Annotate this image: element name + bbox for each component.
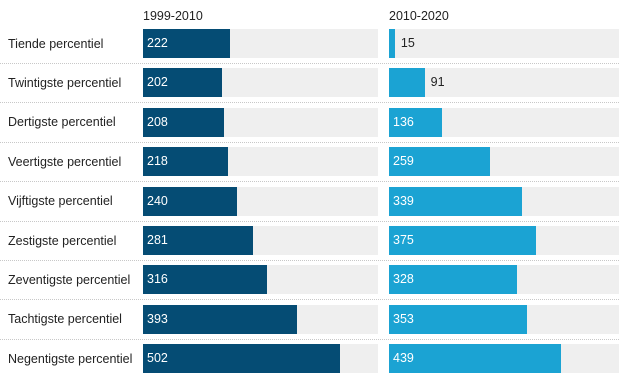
bar xyxy=(143,304,297,334)
row-label: Zestigste percentiel xyxy=(8,233,117,248)
row-label: Tiende percentiel xyxy=(8,36,104,51)
row-separator xyxy=(0,220,619,222)
panel-header-1999-2010: 1999-2010 xyxy=(143,9,203,23)
bar-track: 259 xyxy=(389,147,619,177)
row-label: Tachtigste percentiel xyxy=(8,312,122,327)
row-separator xyxy=(0,299,619,301)
bar xyxy=(143,29,230,58)
bar-track: 136 xyxy=(389,107,619,137)
data-label: 136 xyxy=(393,114,414,129)
row-label: Negentigste percentiel xyxy=(8,351,133,366)
bar xyxy=(143,186,237,216)
data-label: 316 xyxy=(147,272,168,287)
row-label: Twintigste percentiel xyxy=(8,75,122,90)
bar-track: 328 xyxy=(389,265,619,295)
data-label: 202 xyxy=(147,75,168,90)
bar xyxy=(389,186,522,216)
bar-track: 353 xyxy=(389,304,619,334)
bar-track: 91 xyxy=(389,68,619,98)
bar-track: 202 xyxy=(143,68,378,98)
bar xyxy=(389,226,536,255)
bar-track: 339 xyxy=(389,186,619,216)
bar xyxy=(389,304,528,334)
data-label: 375 xyxy=(393,233,414,247)
bar-track: 240 xyxy=(143,186,378,216)
data-label: 328 xyxy=(393,272,414,287)
data-label: 240 xyxy=(147,193,168,208)
row-label: Dertigste percentiel xyxy=(8,115,116,130)
bar-track: 502 xyxy=(143,344,378,373)
bar xyxy=(143,68,223,98)
panel-header-2010-2020: 2010-2020 xyxy=(389,9,449,23)
bar xyxy=(143,147,229,177)
data-label: 15 xyxy=(400,36,415,50)
bar xyxy=(389,344,561,373)
data-label: 91 xyxy=(430,75,445,90)
bar xyxy=(389,265,518,295)
row-separator xyxy=(0,338,619,340)
row-separator xyxy=(0,260,619,261)
bar-track: 15 xyxy=(389,29,619,58)
bar xyxy=(389,68,425,98)
bar xyxy=(389,29,395,58)
data-label: 502 xyxy=(147,351,168,366)
bar-track: 281 xyxy=(143,226,378,255)
data-label: 222 xyxy=(147,36,168,50)
data-label: 218 xyxy=(147,154,168,169)
row-label: Veertigste percentiel xyxy=(8,154,122,169)
bar xyxy=(389,107,443,137)
bar xyxy=(389,147,491,177)
row-separator xyxy=(0,181,619,183)
row-label: Zeventigste percentiel xyxy=(8,272,131,287)
bar-track: 218 xyxy=(143,147,378,177)
row-separator xyxy=(0,141,619,143)
row-separator xyxy=(0,63,619,64)
data-label: 353 xyxy=(393,311,414,326)
bar-track: 208 xyxy=(143,107,378,137)
bar xyxy=(143,344,340,373)
bar-track: 316 xyxy=(143,265,378,295)
data-label: 439 xyxy=(393,351,414,366)
data-label: 281 xyxy=(147,233,168,247)
data-label: 259 xyxy=(393,154,414,169)
bar xyxy=(143,265,267,295)
data-label: 339 xyxy=(393,193,414,208)
bar-track: 222 xyxy=(143,29,378,58)
bar-track: 393 xyxy=(143,304,378,334)
bar xyxy=(143,107,225,137)
row-separator xyxy=(0,102,619,104)
data-label: 393 xyxy=(147,311,168,326)
bar-track: 439 xyxy=(389,344,619,373)
bar xyxy=(143,226,254,255)
bar-track: 375 xyxy=(389,226,619,255)
row-label: Vijftigste percentiel xyxy=(8,194,113,209)
data-label: 208 xyxy=(147,114,168,129)
